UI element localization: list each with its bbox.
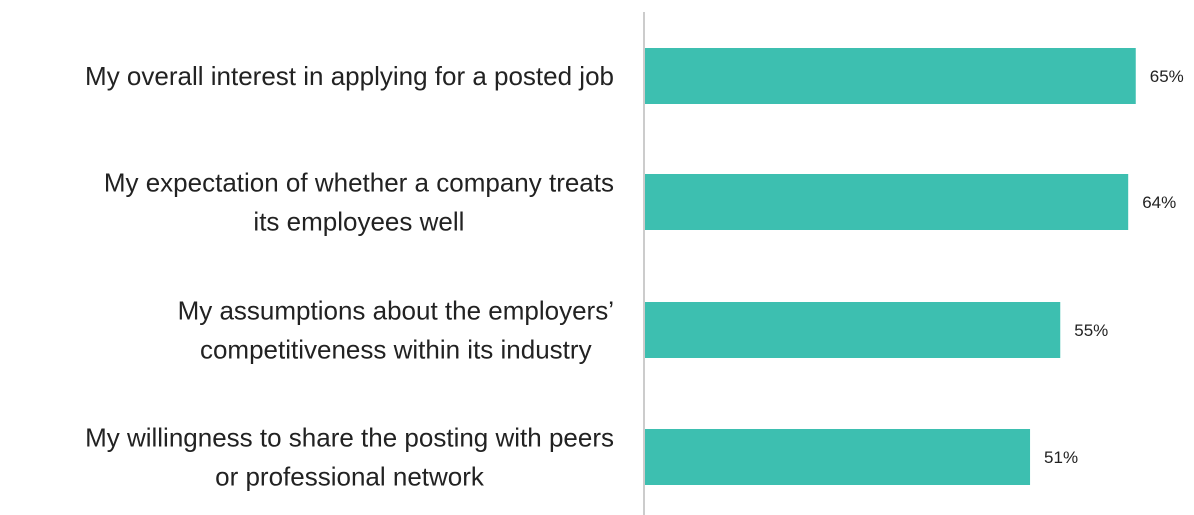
bar-4 (645, 429, 1031, 485)
category-label-1-line-1: My overall interest in applying for a po… (85, 61, 614, 91)
value-label-1: 65% (1150, 67, 1184, 86)
category-label-4-line-2: or professional network (215, 462, 485, 492)
category-label-3: My assumptions about the employers’ compe… (178, 296, 614, 365)
bar-1 (645, 48, 1136, 104)
category-label-3-line-1: My assumptions about the employers’ (178, 296, 614, 326)
category-label-2-line-2: its employees well (253, 207, 464, 237)
bars-layer (645, 48, 1136, 485)
value-label-2: 64% (1142, 193, 1176, 212)
category-label-4: My willingness to share the posting with… (85, 423, 614, 492)
category-label-2-line-1: My expectation of whether a company trea… (104, 168, 614, 198)
bar-3 (645, 302, 1061, 358)
category-labels-layer: My overall interest in applying for a po… (85, 61, 614, 492)
category-label-4-line-1: My willingness to share the posting with… (85, 423, 614, 453)
bar-2 (645, 174, 1129, 230)
category-label-2: My expectation of whether a company trea… (104, 168, 614, 237)
value-label-3: 55% (1074, 321, 1108, 340)
category-label-1: My overall interest in applying for a po… (85, 61, 614, 91)
value-label-4: 51% (1044, 448, 1078, 467)
value-labels-layer: 65% 64% 55% 51% (1044, 67, 1184, 467)
category-label-3-line-2: competitiveness within its industry (200, 335, 592, 365)
